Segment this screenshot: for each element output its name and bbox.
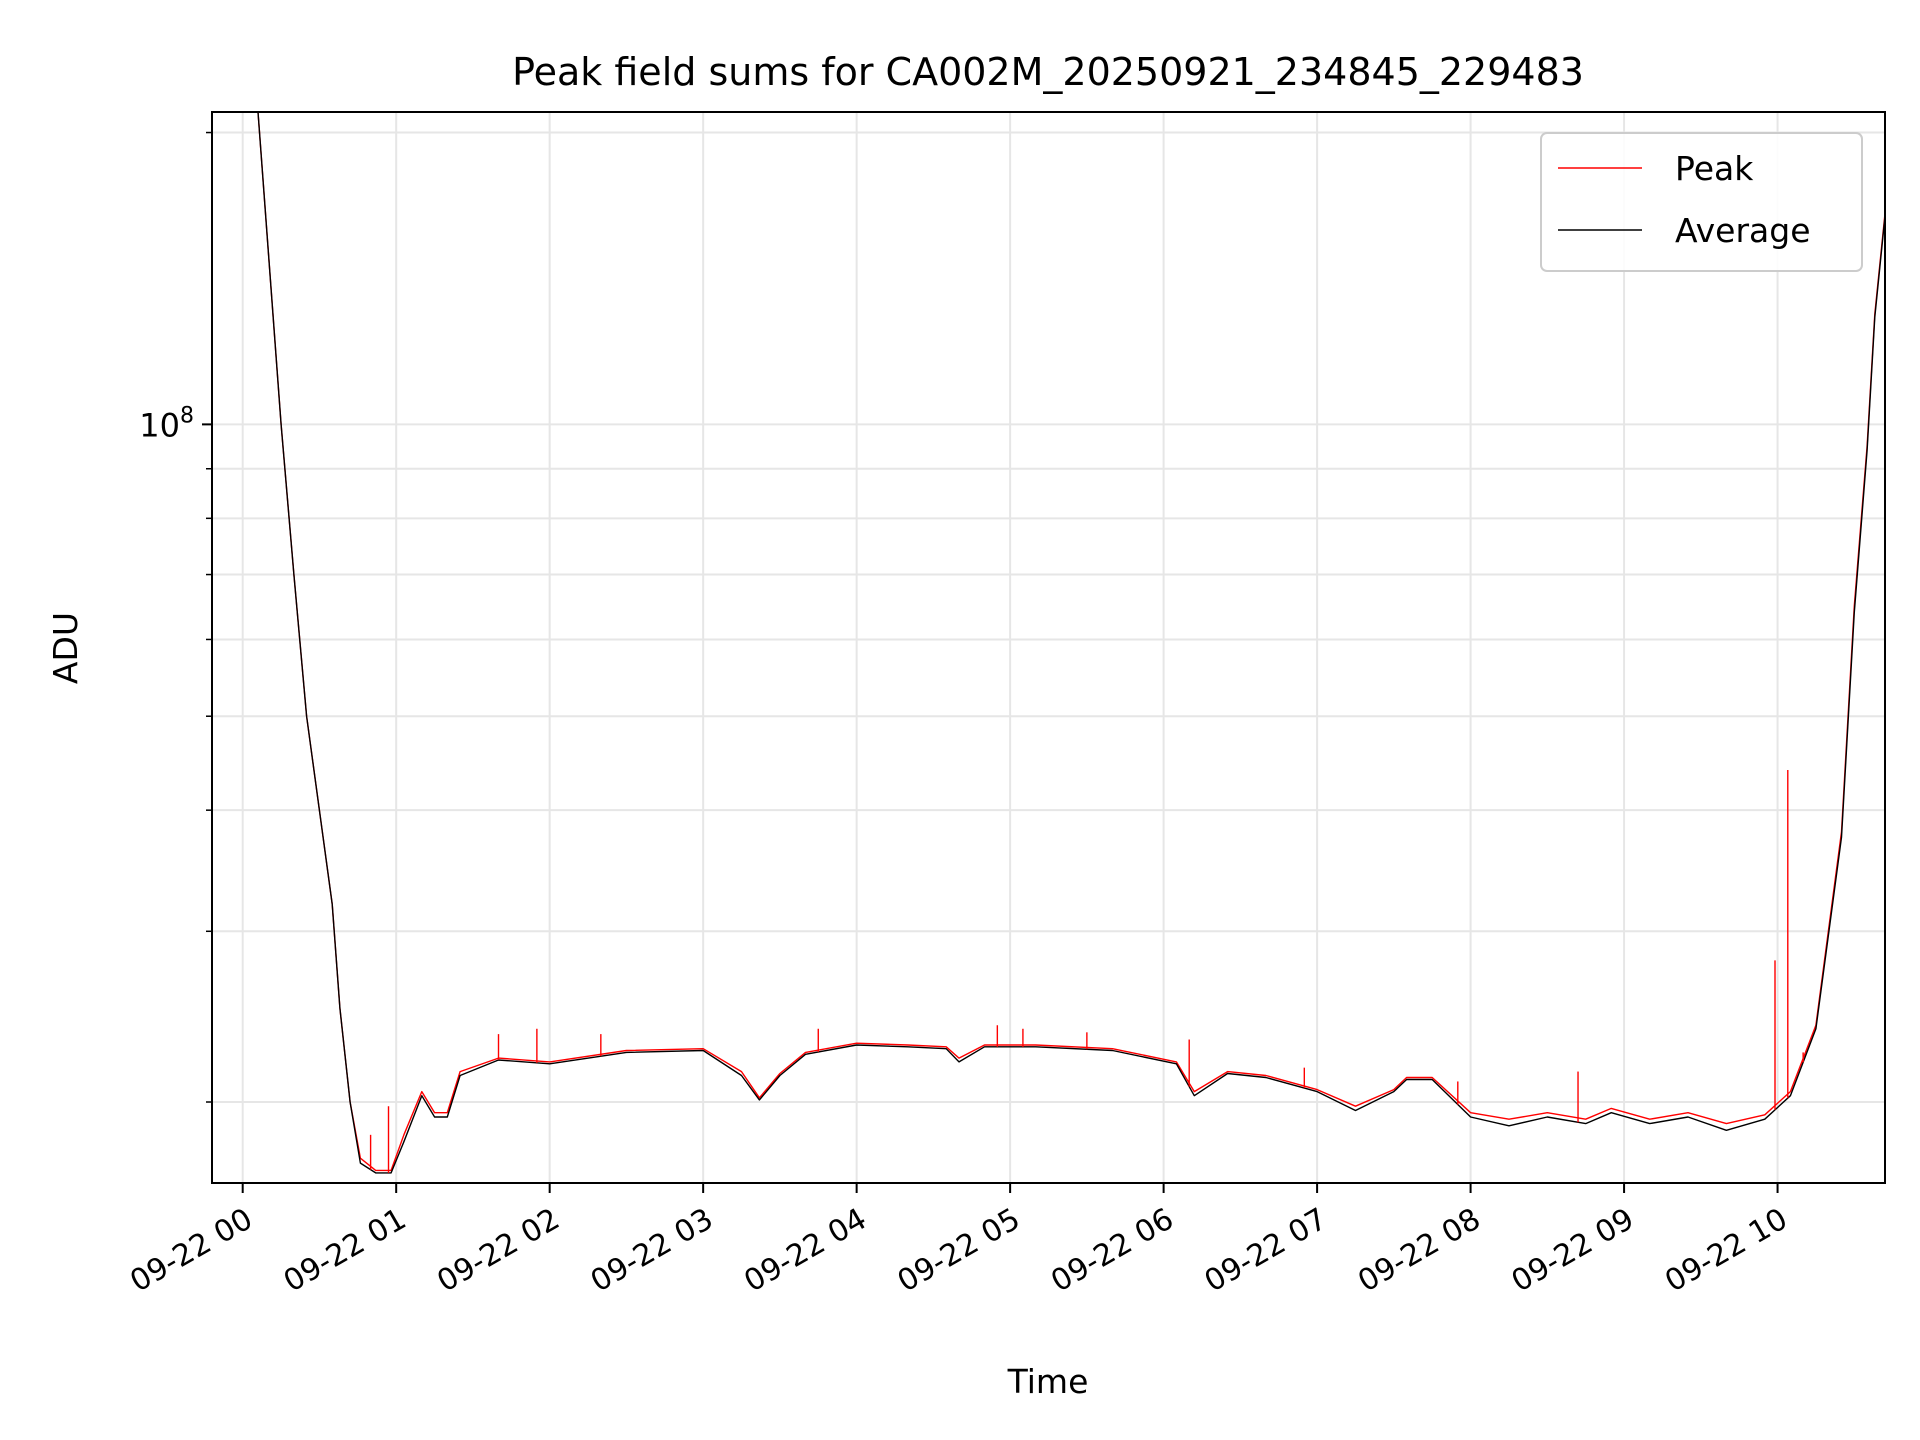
x-axis-label: Time [1007,1362,1089,1401]
legend: Peak Average [1540,132,1863,272]
y-axis-label: ADU [46,612,85,684]
series-layer [257,111,1886,1174]
peak-series-line [257,111,1886,1172]
y-tick-label: 108 [139,403,194,444]
chart-title: Peak field sums for CA002M_20250921_2348… [512,50,1584,94]
legend-peak-label: Peak [1675,149,1754,188]
plot-frame [211,111,1886,1184]
average-series-line [257,111,1886,1174]
legend-average-label: Average [1675,211,1811,250]
